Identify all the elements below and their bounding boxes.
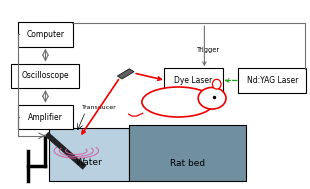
Text: Trigger: Trigger: [197, 47, 221, 53]
Text: Oscilloscope: Oscilloscope: [22, 71, 69, 80]
Polygon shape: [117, 69, 134, 79]
Ellipse shape: [142, 87, 215, 117]
FancyBboxPatch shape: [164, 68, 223, 93]
Text: Amplifier: Amplifier: [28, 112, 63, 122]
Ellipse shape: [198, 88, 226, 109]
Text: Dye Laser: Dye Laser: [175, 76, 213, 85]
FancyBboxPatch shape: [11, 64, 79, 88]
FancyBboxPatch shape: [238, 68, 306, 93]
Ellipse shape: [212, 79, 221, 89]
Text: Rat bed: Rat bed: [170, 159, 205, 168]
FancyBboxPatch shape: [49, 128, 129, 181]
Text: Nd:YAG Laser: Nd:YAG Laser: [246, 76, 298, 85]
FancyBboxPatch shape: [18, 105, 73, 129]
Text: Water: Water: [75, 158, 102, 167]
Text: Transducer: Transducer: [82, 105, 117, 109]
FancyBboxPatch shape: [18, 22, 73, 47]
Text: Computer: Computer: [26, 30, 64, 39]
FancyBboxPatch shape: [129, 125, 246, 181]
